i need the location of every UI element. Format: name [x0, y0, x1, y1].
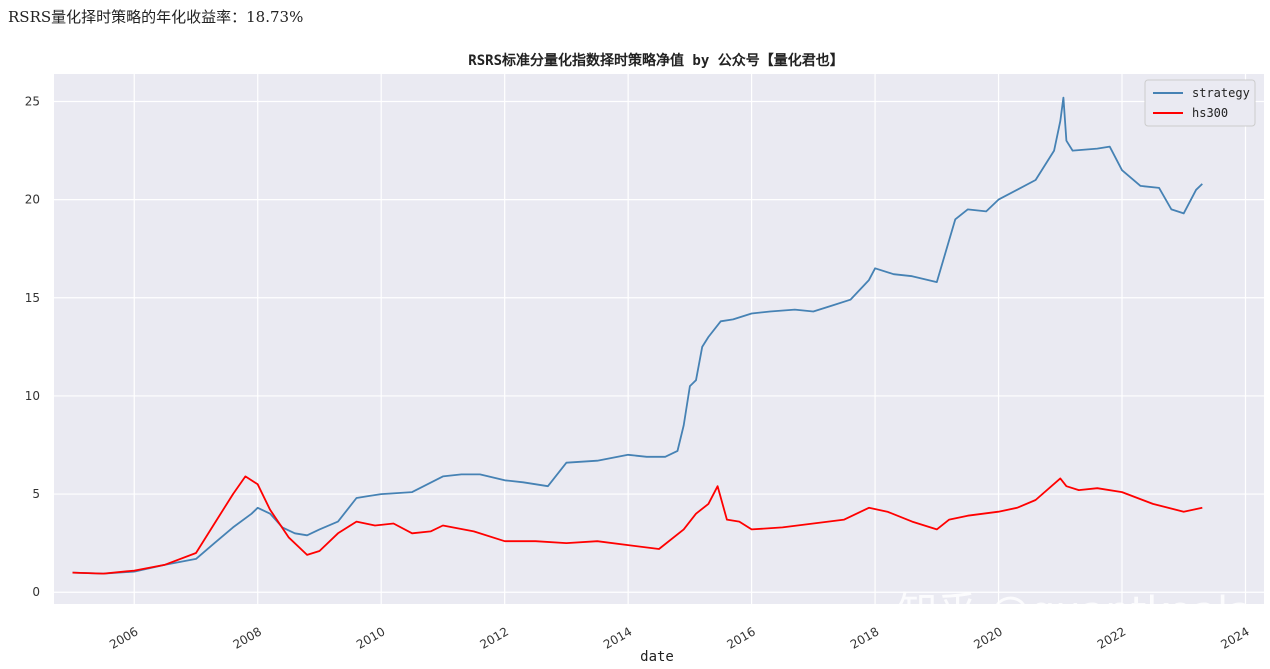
series-line-hs300	[72, 475, 1203, 575]
x-axis-label: date	[640, 649, 674, 665]
legend-box	[1144, 79, 1256, 127]
x-tick-label: 2014	[601, 624, 634, 651]
x-tick-label: 2012	[478, 624, 511, 651]
legend: strategy hs300	[1144, 79, 1256, 127]
y-tick-label: 20	[25, 193, 40, 207]
x-tick-label: 2010	[354, 624, 387, 651]
plot-area	[54, 74, 1264, 604]
x-tick-label: 2006	[107, 624, 140, 651]
legend-label: hs300	[1192, 106, 1228, 120]
watermark: 知乎 @quantkoala	[897, 589, 1252, 635]
chart-title: RSRS标准分量化指数择时策略净值 by 公众号【量化君也】	[468, 52, 843, 69]
y-tick-label: 0	[32, 585, 40, 599]
y-tick-label: 15	[25, 291, 40, 305]
legend-label: strategy	[1192, 86, 1250, 100]
x-tick-label: 2016	[724, 624, 757, 651]
header-text: RSRS量化择时策略的年化收益率：18.73%	[8, 8, 304, 26]
y-tick-label: 25	[25, 94, 40, 108]
series-line-strategy	[72, 96, 1203, 575]
x-tick-label: 2018	[848, 624, 881, 651]
y-tick-label: 5	[32, 487, 40, 501]
x-tick-label: 2008	[231, 624, 264, 651]
y-tick-label: 10	[25, 389, 40, 403]
